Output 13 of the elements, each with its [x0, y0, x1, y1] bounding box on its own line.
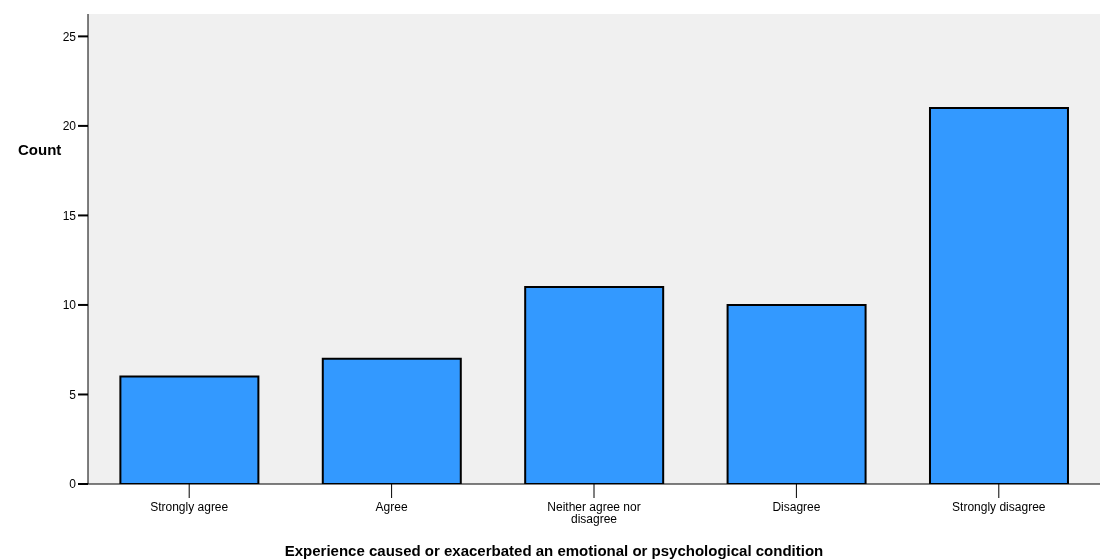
y-axis-title: Count — [18, 141, 62, 158]
x-tick-label: Neither agree nor disagree — [547, 499, 641, 526]
y-tick-label: 5 — [69, 387, 77, 402]
x-tick-label: Disagree — [772, 499, 821, 514]
x-tick-label: Strongly agree — [150, 499, 229, 514]
y-tick-label: 0 — [69, 477, 77, 492]
x-tick-label: Agree — [375, 499, 408, 514]
y-tick-label: 20 — [62, 119, 77, 134]
y-tick-label: 10 — [62, 298, 77, 313]
y-tick-label: 15 — [62, 208, 77, 223]
x-axis-title: Experience caused or exacerbated an emotional or psychological condition — [284, 542, 824, 559]
x-tick-label: Strongly disagree — [952, 499, 1046, 514]
y-tick-label: 25 — [62, 29, 77, 44]
